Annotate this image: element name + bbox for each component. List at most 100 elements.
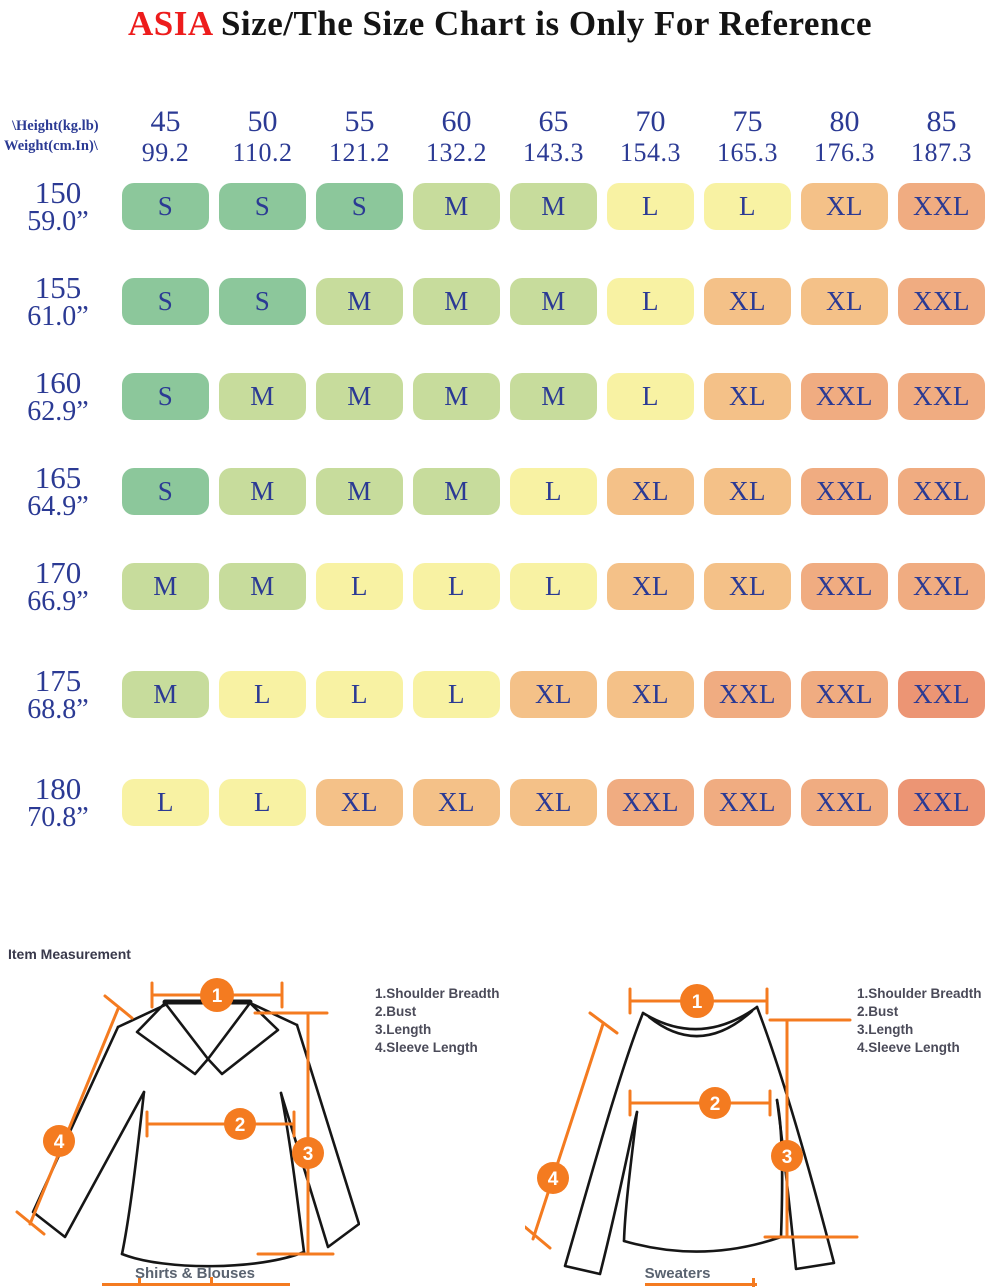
legend-line: 2.Bust	[375, 1004, 417, 1019]
row-label-inch: 62.9”	[27, 396, 89, 428]
size-cell: M	[219, 563, 306, 611]
column-header: 65 143.3	[510, 106, 597, 167]
size-cell: M	[413, 183, 500, 231]
row-label-cm: 180	[34, 771, 82, 807]
svg-text:1: 1	[692, 992, 703, 1013]
title-rest: Size/The Size Chart is Only For Referenc…	[211, 4, 872, 43]
row-label-inch: 59.0”	[27, 206, 89, 238]
legend-line: 3.Length	[857, 1022, 914, 1037]
size-cell: XL	[704, 563, 791, 611]
sleeve-dimension-line	[15, 994, 134, 1236]
column-header: 50 110.2	[219, 106, 306, 167]
size-cell: XL	[413, 779, 500, 827]
row-label-inch: 70.8”	[27, 802, 89, 834]
size-cell: M	[510, 373, 597, 421]
crop-mark-line	[645, 1283, 757, 1286]
legend-line: 4.Sleeve Length	[857, 1040, 960, 1055]
crop-mark-tick	[210, 1277, 213, 1286]
size-cell: L	[510, 468, 597, 516]
column-header-lb: 143.3	[523, 137, 584, 167]
svg-text:3: 3	[782, 1147, 793, 1168]
table-row: 160 62.9” S M M M M L XL XXL XXL	[4, 367, 985, 426]
size-cell: XXL	[801, 563, 888, 611]
size-cell: L	[316, 563, 403, 611]
length-dimension-line	[763, 1018, 859, 1239]
row-label-cm: 150	[34, 175, 82, 211]
sleeve-dimension-line	[525, 1011, 619, 1250]
column-header-lb: 187.3	[911, 137, 972, 167]
marker-2-icon: 2	[224, 1108, 256, 1140]
table-row: 155 61.0” S S M M M L XL XL XXL	[4, 272, 985, 331]
column-header-kg: 65	[538, 105, 569, 138]
shirts-caption: Shirts & Blouses	[134, 1265, 256, 1282]
size-cell: XXL	[898, 779, 985, 827]
row-label: 175 68.8”	[4, 665, 112, 724]
crop-mark-tick	[138, 1278, 141, 1286]
table-row: 180 70.8” L L XL XL XL XXL XXL XXL XXL	[4, 773, 985, 832]
column-header: 45 99.2	[122, 106, 209, 167]
column-header: 60 132.2	[413, 106, 500, 167]
row-label: 150 59.0”	[4, 177, 112, 236]
table-row: 175 68.8” M L L L XL XL XXL XXL XXL	[4, 665, 985, 724]
column-header: 85 187.3	[898, 106, 985, 167]
shirt-measurements: 1 2 3 4	[15, 978, 335, 1256]
size-cell: L	[607, 278, 694, 326]
crop-mark-line	[102, 1283, 290, 1286]
size-cell: XXL	[801, 671, 888, 719]
column-header-lb: 176.3	[814, 137, 875, 167]
size-cell: S	[219, 278, 306, 326]
marker-1-icon: 1	[680, 984, 714, 1018]
size-cell: XXL	[898, 563, 985, 611]
size-cell: XL	[510, 779, 597, 827]
row-label-inch: 66.9”	[27, 586, 89, 618]
sweater-measurements: 1 2 3 4	[525, 984, 859, 1250]
size-cell: S	[122, 183, 209, 231]
marker-3-icon: 3	[292, 1137, 324, 1169]
size-cell: L	[607, 183, 694, 231]
sweater-outline	[563, 1005, 836, 1276]
size-cell: S	[316, 183, 403, 231]
shirt-outline	[31, 999, 360, 1268]
table-row: 150 59.0” S S S M M L L XL XXL	[4, 177, 985, 236]
size-rows: 150 59.0” S S S M M L L XL XXL 155 61.0” S S M M M L XL XL XX…	[4, 177, 985, 832]
svg-text:2: 2	[710, 1094, 721, 1115]
column-header-lb: 99.2	[141, 137, 190, 167]
legend-line: 2.Bust	[857, 1004, 899, 1019]
column-header: 55 121.2	[316, 106, 403, 167]
svg-text:2: 2	[235, 1115, 246, 1136]
svg-text:3: 3	[303, 1144, 314, 1165]
size-cell: XXL	[801, 373, 888, 421]
size-cell: XXL	[704, 671, 791, 719]
column-header-kg: 45	[150, 105, 181, 138]
size-cell: M	[219, 373, 306, 421]
size-cell: M	[413, 373, 500, 421]
column-header-kg: 75	[732, 105, 763, 138]
row-label-inch: 68.8”	[27, 694, 89, 726]
column-header: 70 154.3	[607, 106, 694, 167]
column-header-kg: 60	[441, 105, 472, 138]
legend-line: 3.Length	[375, 1022, 432, 1037]
size-cell: M	[413, 468, 500, 516]
size-cell: XXL	[801, 779, 888, 827]
shirt-diagram: 1 2 3 4	[15, 978, 360, 1268]
size-cell: L	[704, 183, 791, 231]
size-cell: XL	[704, 468, 791, 516]
size-cell: XL	[316, 779, 403, 827]
legend-line: 1.Shoulder Breadth	[857, 986, 982, 1001]
size-cell: L	[219, 779, 306, 827]
size-cell: XL	[607, 468, 694, 516]
size-cell: XL	[607, 563, 694, 611]
size-cell: M	[316, 373, 403, 421]
item-measurement-heading: Item Measurement	[8, 946, 131, 962]
row-label-cm: 175	[34, 663, 82, 699]
size-cell: L	[510, 563, 597, 611]
size-cell: M	[122, 563, 209, 611]
size-cell: XL	[704, 278, 791, 326]
size-cell: M	[510, 278, 597, 326]
size-cell: XXL	[898, 278, 985, 326]
column-header: 75 165.3	[704, 106, 791, 167]
marker-1-icon: 1	[200, 978, 234, 1012]
size-cell: M	[413, 278, 500, 326]
table-header: \Height(kg.lb) Weight(cm.In)\ 45 99.2 50 11…	[4, 106, 985, 167]
